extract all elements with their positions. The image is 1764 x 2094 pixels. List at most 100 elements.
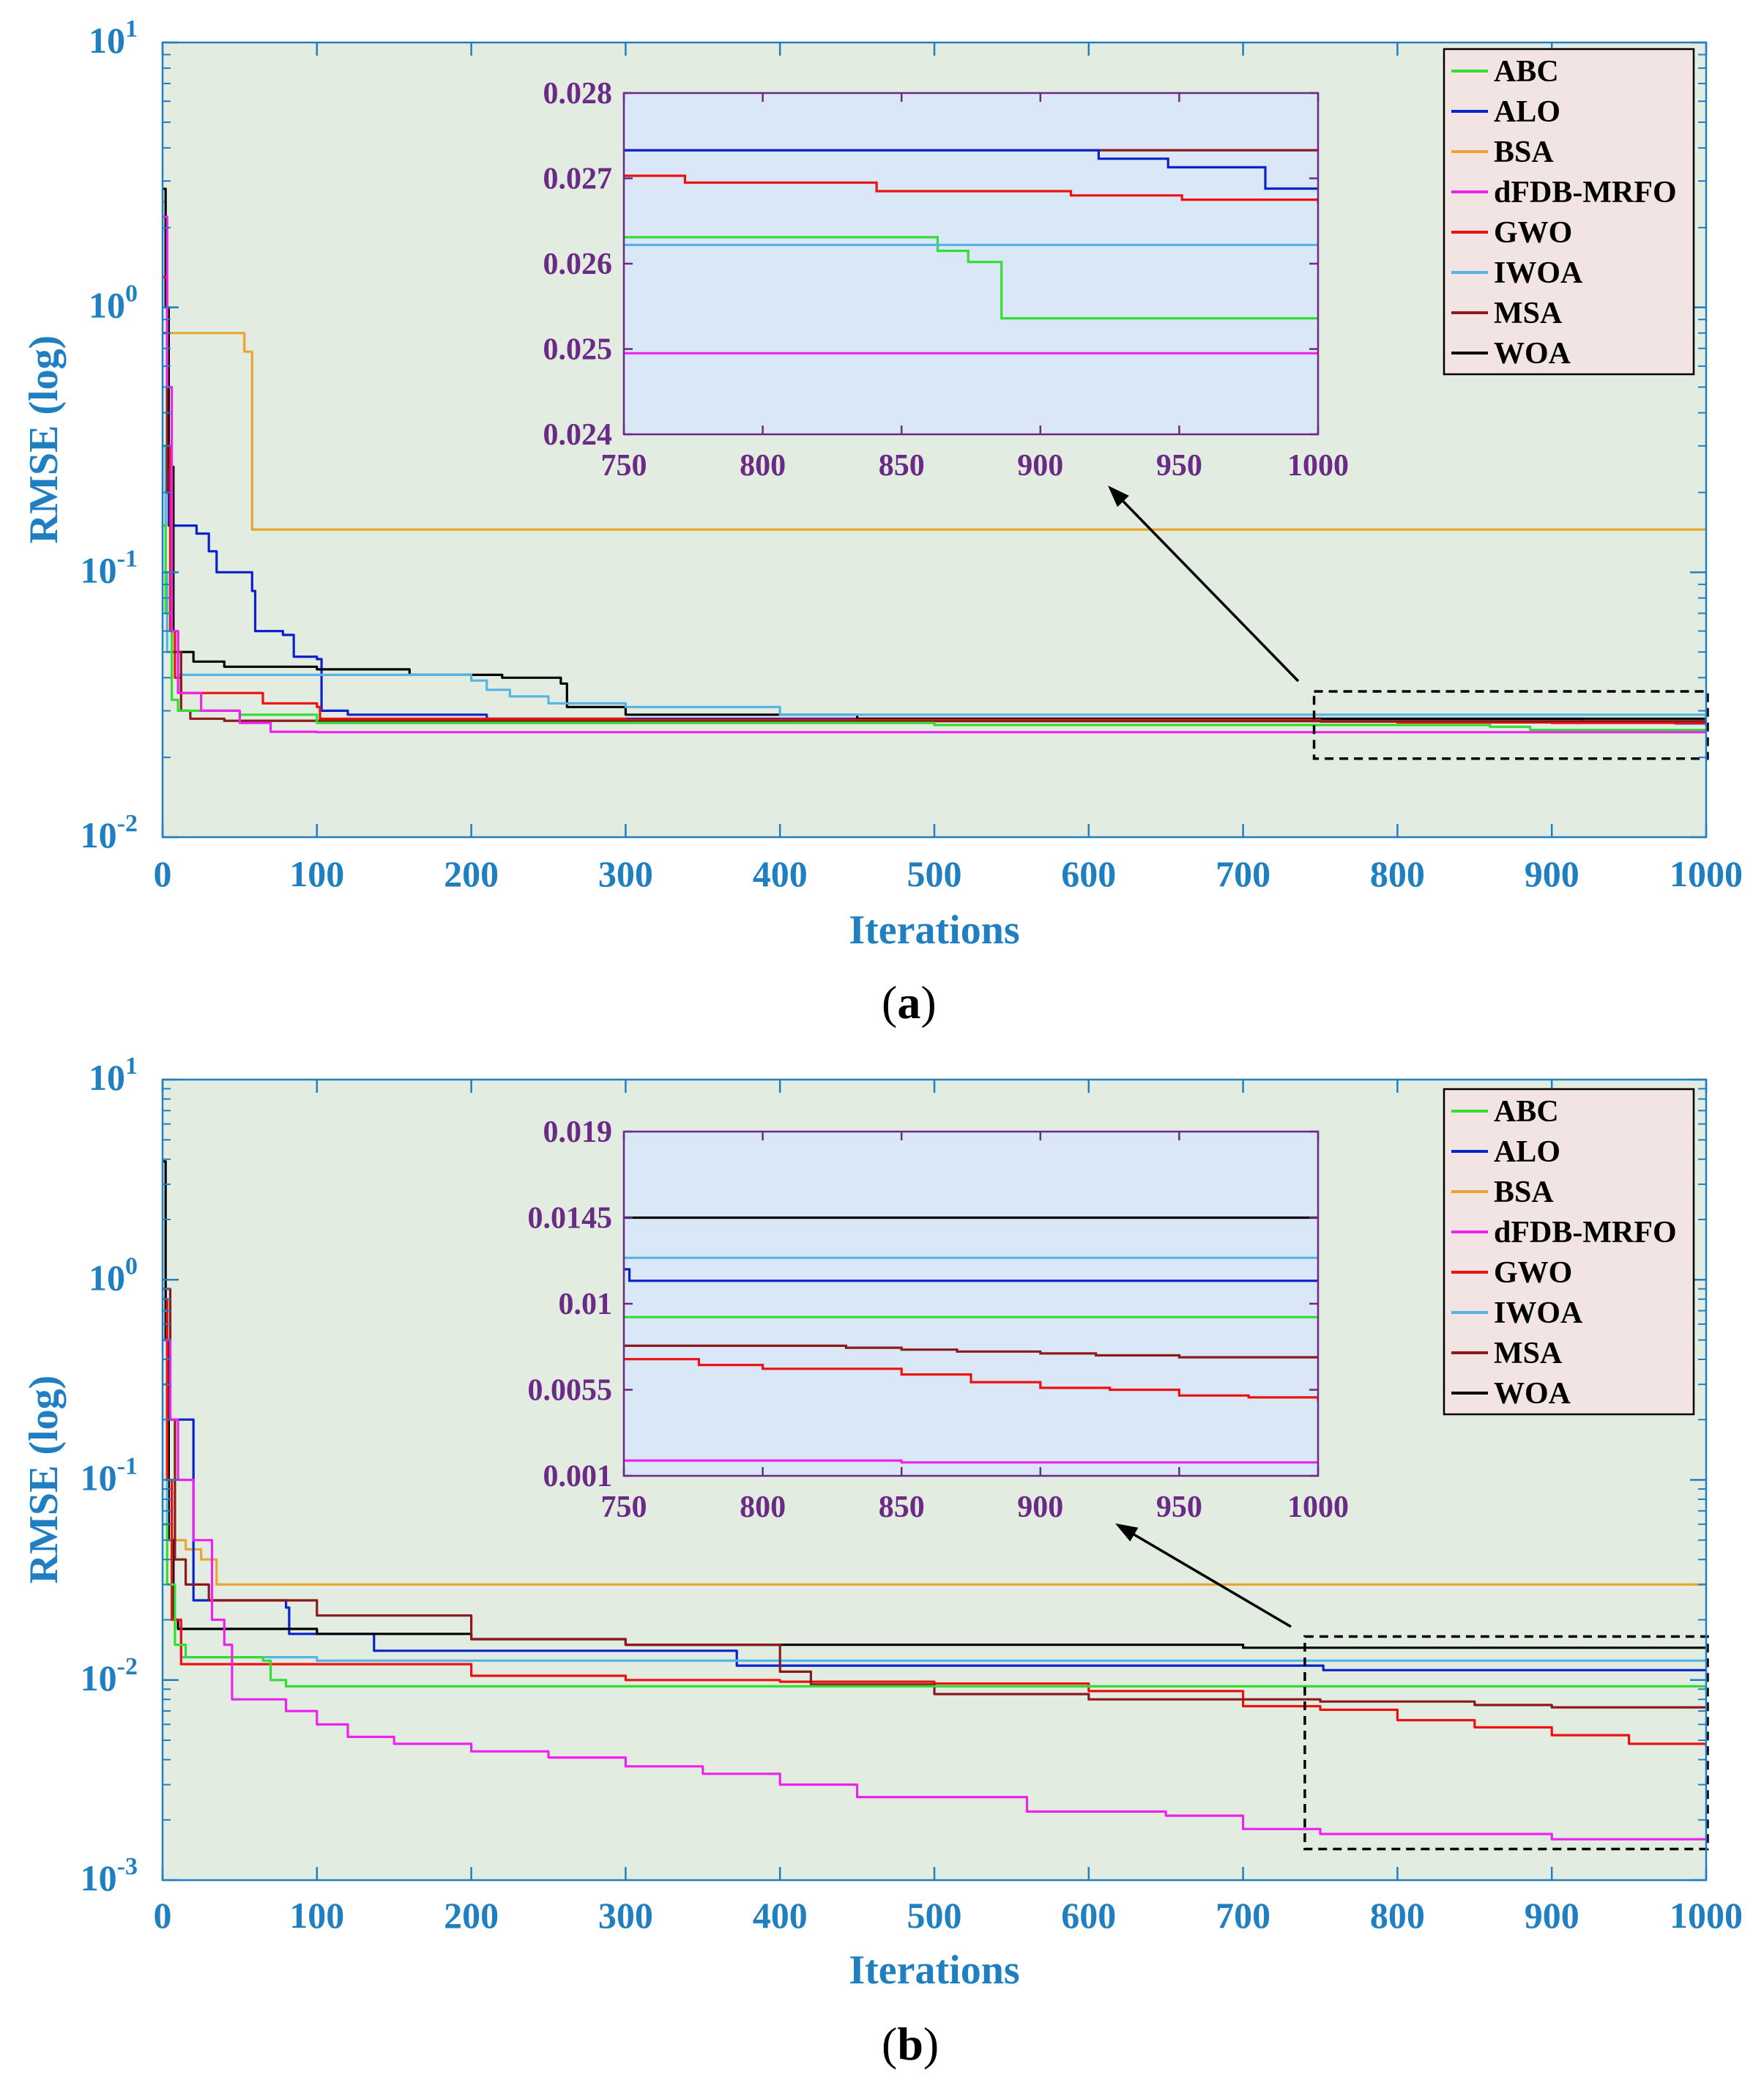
series-line-gwo (163, 1298, 1706, 1748)
x-tick-label: 300 (598, 853, 653, 894)
inset-series-line-msa (624, 1344, 1318, 1359)
x-tick-label: 200 (444, 853, 499, 894)
x-tick-label: 500 (907, 853, 962, 894)
inset-x-tick-label: 850 (879, 1490, 925, 1524)
inset-x-tick-label: 800 (740, 449, 786, 483)
x-tick-label: 100 (289, 853, 344, 894)
y-tick-base: 10 (81, 549, 117, 590)
legend-label: GWO (1494, 216, 1572, 250)
inset-x-tick-label: 950 (1156, 1490, 1202, 1524)
y-tick-base: 10 (81, 1657, 117, 1698)
inset-series-line-gwo (624, 174, 1318, 204)
legend-label: BSA (1494, 1176, 1554, 1209)
y-tick-base: 10 (81, 814, 117, 855)
panel-letter: a (897, 976, 920, 1028)
zoom-arrow-head (1108, 486, 1129, 508)
y-axis-label: RMSE (log) (21, 335, 67, 544)
series-line-dfdb-mrfo (163, 1338, 1706, 1841)
x-tick-label: 200 (444, 1895, 499, 1936)
zoom-arrow-line (1122, 500, 1300, 683)
chart-panel-a: 0 100 200 300 400 500 600 700 800 900 100010-210-1… (21, 15, 1743, 1028)
inset-y-tick-label: 0.01 (559, 1288, 613, 1321)
x-tick-label: 400 (753, 1895, 808, 1936)
legend-label: WOA (1494, 1377, 1571, 1411)
y-tick-exponent: -1 (117, 1453, 138, 1480)
series-line-iwoa (163, 445, 1706, 727)
x-tick-label: 900 (1525, 853, 1579, 894)
x-tick-label: 700 (1216, 1895, 1270, 1936)
legend: ABC ALO BSA dFDB-MRFO GWO IWOA MSA WOA (1443, 1088, 1695, 1416)
inset-x-tick-label: 750 (601, 449, 647, 483)
x-tick-label: 700 (1216, 853, 1270, 894)
y-tick-exponent: -2 (117, 1653, 138, 1680)
legend-label: GWO (1494, 1256, 1572, 1290)
inset-plot-area (624, 93, 1318, 434)
y-tick-exponent: 0 (125, 281, 138, 308)
inset-series-group (624, 1216, 1318, 1464)
x-axis-label: Iterations (849, 1948, 1019, 1993)
zoom-arrow-line (1133, 1533, 1292, 1628)
x-tick-label: 500 (907, 1895, 962, 1936)
legend-label: ABC (1494, 1095, 1559, 1129)
inset-series-line-dfdb-mrfo (624, 1459, 1318, 1464)
x-tick-label: 800 (1370, 853, 1425, 894)
y-axis-label: RMSE (log) (21, 1375, 67, 1584)
inset-x-tick-label: 950 (1156, 449, 1202, 483)
inset-x-tick-label: 750 (601, 1490, 647, 1524)
inset-x-tick-label: 1000 (1287, 449, 1349, 483)
legend-box (1443, 48, 1695, 376)
y-tick-base: 10 (81, 1857, 117, 1898)
inset-chart: 750 800 850 900 950 1000 0.024 0.025 0.026 0.027 0… (543, 77, 1350, 483)
inset-series-line-alo (624, 1268, 1318, 1282)
inset-y-tick-label: 0.027 (543, 163, 613, 196)
y-tick-label: 10-2 (81, 810, 138, 855)
y-tick-base: 10 (81, 1458, 117, 1499)
inset-y-tick-label: 0.024 (543, 418, 613, 452)
inset-y-tick-label: 0.028 (543, 77, 613, 111)
x-tick-label: 900 (1525, 1895, 1579, 1936)
y-tick-exponent: -2 (117, 810, 138, 837)
inset-y-tick-label: 0.0055 (528, 1374, 613, 1408)
inset-y-tick-label: 0.026 (543, 248, 613, 281)
chart-panel-b: 0 100 200 300 400 500 600 700 800 900 100010-310-2… (21, 1052, 1743, 2070)
inset-y-tick-label: 0.0145 (528, 1202, 613, 1236)
y-tick-exponent: 0 (125, 1252, 138, 1280)
inset-plot-area (624, 1132, 1318, 1476)
y-tick-base: 10 (89, 1257, 125, 1298)
y-tick-label: 101 (89, 15, 138, 61)
inset-x-tick-label: 800 (740, 1490, 786, 1524)
y-tick-base: 10 (89, 285, 125, 326)
inset-x-tick-label: 1000 (1287, 1490, 1349, 1524)
x-tick-label: 600 (1061, 853, 1116, 894)
panel-label: (b) (882, 2018, 939, 2070)
inset-y-tick-label: 0.025 (543, 333, 613, 367)
y-tick-exponent: 1 (125, 15, 138, 42)
legend-label: dFDB-MRFO (1494, 1216, 1677, 1250)
inset-series-line-alo (624, 149, 1318, 190)
y-tick-label: 101 (89, 1052, 138, 1098)
legend-box (1443, 1088, 1695, 1416)
legend-label: IWOA (1494, 1296, 1583, 1330)
x-tick-label: 800 (1370, 1895, 1425, 1936)
legend-label: MSA (1494, 1337, 1563, 1370)
x-tick-label: 1000 (1670, 1895, 1743, 1936)
x-tick-label: 1000 (1670, 853, 1743, 894)
inset-x-tick-label: 900 (1017, 449, 1063, 483)
x-tick-label: 300 (598, 1895, 653, 1936)
zoom-box (1312, 690, 1709, 760)
legend: ABC ALO BSA dFDB-MRFO GWO IWOA MSA WOA (1443, 48, 1695, 376)
y-tick-label: 100 (89, 281, 138, 326)
legend-label: dFDB-MRFO (1494, 176, 1677, 209)
inset-series-line-abc (624, 236, 1318, 320)
series-group (163, 1160, 1706, 1841)
panel-paren-close: ) (923, 2018, 939, 2070)
inset-series-group (624, 149, 1318, 354)
legend-label: ALO (1494, 95, 1560, 129)
x-tick-label: 600 (1061, 1895, 1116, 1936)
y-tick-exponent: -1 (117, 545, 138, 572)
y-tick-base: 10 (89, 1057, 125, 1098)
y-tick-exponent: -3 (117, 1853, 138, 1880)
panel-paren-open: ( (882, 976, 897, 1028)
inset-x-tick-label: 850 (879, 449, 925, 483)
